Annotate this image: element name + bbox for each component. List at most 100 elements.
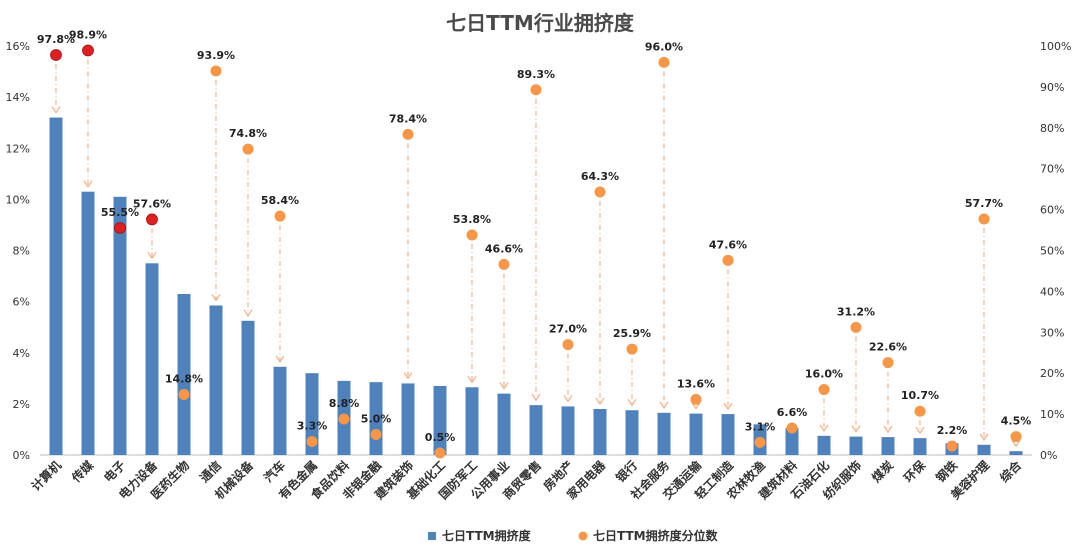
percentile-dot — [338, 413, 350, 425]
percentile-dot — [722, 254, 734, 266]
left-tick-label: 14% — [6, 91, 30, 104]
right-tick-label: 30% — [1040, 326, 1064, 339]
bar — [497, 393, 511, 455]
category-label: 计算机 — [28, 458, 64, 494]
percentile-dot — [786, 422, 798, 434]
left-tick-label: 10% — [6, 193, 30, 206]
right-tick-label: 80% — [1040, 122, 1064, 135]
percentile-dot — [402, 128, 414, 140]
category-label: 传媒 — [68, 457, 97, 486]
percentile-label: 13.6% — [677, 377, 715, 390]
percentile-label: 78.4% — [389, 112, 427, 125]
bar — [913, 438, 927, 455]
percentile-label: 2.2% — [937, 424, 968, 437]
percentile-dot — [50, 49, 62, 61]
bar — [49, 117, 63, 455]
percentile-label: 4.5% — [1001, 415, 1032, 428]
percentile-label: 31.2% — [837, 305, 875, 318]
percentile-dot — [690, 393, 702, 405]
bar — [849, 436, 863, 455]
percentile-label: 55.5% — [101, 206, 139, 219]
legend-bar-swatch — [428, 532, 436, 540]
percentile-label: 14.8% — [165, 372, 203, 385]
connector-arrowhead — [691, 402, 701, 410]
percentile-dot — [818, 384, 830, 396]
bar — [1009, 451, 1023, 455]
connector-arrowhead — [819, 424, 829, 432]
percentile-dot — [914, 405, 926, 417]
connector-arrowhead — [403, 372, 413, 380]
right-tick-label: 10% — [1040, 408, 1064, 421]
bar — [977, 444, 991, 455]
connector-arrowhead — [243, 309, 253, 317]
right-tick-label: 40% — [1040, 285, 1064, 298]
bar — [561, 406, 575, 455]
percentile-dot — [626, 343, 638, 355]
percentile-label: 47.6% — [709, 238, 747, 251]
percentile-label: 53.8% — [453, 213, 491, 226]
connector-arrowhead — [147, 251, 157, 260]
bar — [241, 320, 255, 455]
bar — [401, 383, 415, 455]
percentile-series — [50, 44, 1022, 459]
legend-dot-label: 七日TTM拥挤度分位数 — [593, 528, 719, 543]
connector-arrowhead — [563, 395, 573, 403]
bar — [177, 293, 191, 455]
connector-arrowhead — [883, 425, 893, 434]
percentile-dot — [498, 258, 510, 270]
left-tick-label: 2% — [13, 398, 30, 411]
category-label: 综合 — [997, 457, 1025, 485]
percentile-label: 57.6% — [133, 197, 171, 210]
percentile-label: 93.9% — [197, 49, 235, 62]
percentile-label: 3.1% — [745, 420, 776, 433]
bar — [305, 373, 319, 455]
left-tick-label: 0% — [13, 449, 30, 462]
category-label: 电子 — [101, 458, 129, 486]
percentile-label: 89.3% — [517, 68, 555, 81]
connector-arrowhead — [211, 294, 221, 302]
data-labels: 97.8%98.9% 55.5%57.6% 14.8% 93.9% 74.8% 58.4%… — [37, 28, 1031, 443]
bar — [529, 405, 543, 455]
percentile-label: 27.0% — [549, 323, 587, 336]
legend-bar-label: 七日TTM拥挤度 — [442, 528, 532, 543]
percentile-dot — [978, 213, 990, 225]
percentile-label: 22.6% — [869, 341, 907, 354]
percentile-label: 64.3% — [581, 170, 619, 183]
bar — [881, 437, 895, 455]
connector-arrowhead — [627, 398, 637, 407]
bar — [433, 385, 447, 455]
percentile-label: 57.7% — [965, 197, 1003, 210]
percentile-label: 98.9% — [69, 28, 107, 41]
chart-title: 七日TTM行业拥挤度 — [446, 11, 635, 35]
percentile-dot — [658, 56, 670, 68]
percentile-dot — [882, 357, 894, 369]
legend-dot-swatch — [578, 531, 588, 541]
right-tick-label: 50% — [1040, 245, 1064, 258]
left-tick-label: 16% — [6, 40, 30, 53]
percentile-label: 0.5% — [425, 431, 456, 444]
category-label: 钢铁 — [933, 458, 961, 486]
percentile-dot — [1010, 431, 1022, 443]
legend: 七日TTM拥挤度 七日TTM拥挤度分位数 — [428, 528, 719, 543]
percentile-dot — [82, 44, 94, 57]
right-tick-label: 70% — [1040, 163, 1064, 176]
category-label: 银行 — [613, 458, 641, 486]
category-label: 煤炭 — [869, 458, 897, 486]
percentile-label: 97.8% — [37, 33, 75, 46]
bar — [273, 366, 287, 455]
percentile-label: 16.0% — [805, 368, 843, 381]
percentile-dot — [530, 84, 542, 96]
bar — [81, 191, 95, 456]
bar — [593, 408, 607, 455]
bar — [209, 305, 223, 455]
right-tick-label: 20% — [1040, 367, 1064, 380]
percentile-label: 58.4% — [261, 194, 299, 207]
left-tick-label: 8% — [13, 245, 30, 258]
connector-arrowhead — [51, 106, 61, 114]
connector-arrowhead — [1011, 439, 1021, 448]
percentile-dot — [114, 222, 126, 234]
percentile-label: 46.6% — [485, 242, 523, 255]
bar-series — [49, 117, 1023, 456]
percentile-dot — [850, 321, 862, 333]
